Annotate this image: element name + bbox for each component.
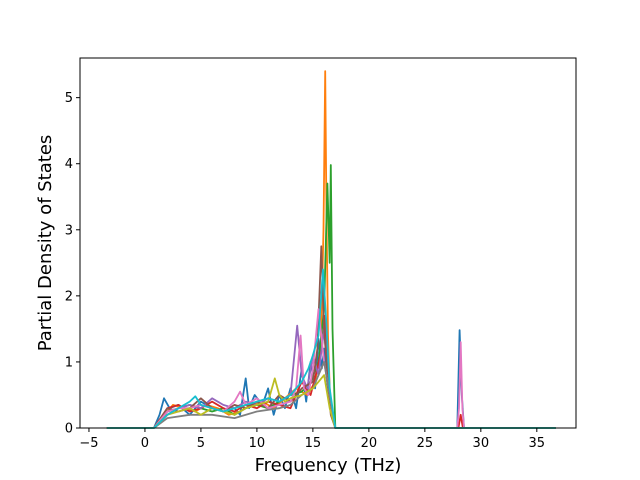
x-tick-label: 20 (361, 436, 378, 451)
x-tick-label: 0 (141, 436, 149, 451)
x-tick-label: −5 (79, 436, 98, 451)
x-tick-label: 35 (529, 436, 546, 451)
y-tick-label: 4 (65, 157, 73, 172)
series-line-9 (106, 374, 556, 429)
series-line-10 (106, 268, 556, 429)
y-axis-label: Partial Density of States (35, 135, 56, 352)
x-tick-label: 10 (249, 436, 266, 451)
y-tick-label: 0 (65, 422, 73, 437)
x-tick-label: 30 (473, 436, 490, 451)
y-tick-label: 2 (65, 289, 73, 304)
y-tick-label: 1 (65, 355, 73, 370)
x-ticks: −5 0 5 10 15 20 25 30 35 (79, 428, 545, 451)
x-tick-label: 25 (417, 436, 434, 451)
y-ticks: 0 1 2 3 4 5 (65, 91, 80, 437)
x-axis-label: Frequency (THz) (255, 455, 402, 476)
x-tick-label: 15 (305, 436, 322, 451)
x-tick-label: 5 (197, 436, 205, 451)
y-tick-label: 5 (65, 91, 73, 106)
y-tick-label: 3 (65, 223, 73, 238)
plot-frame (79, 57, 577, 429)
series-line-8 (106, 361, 556, 429)
